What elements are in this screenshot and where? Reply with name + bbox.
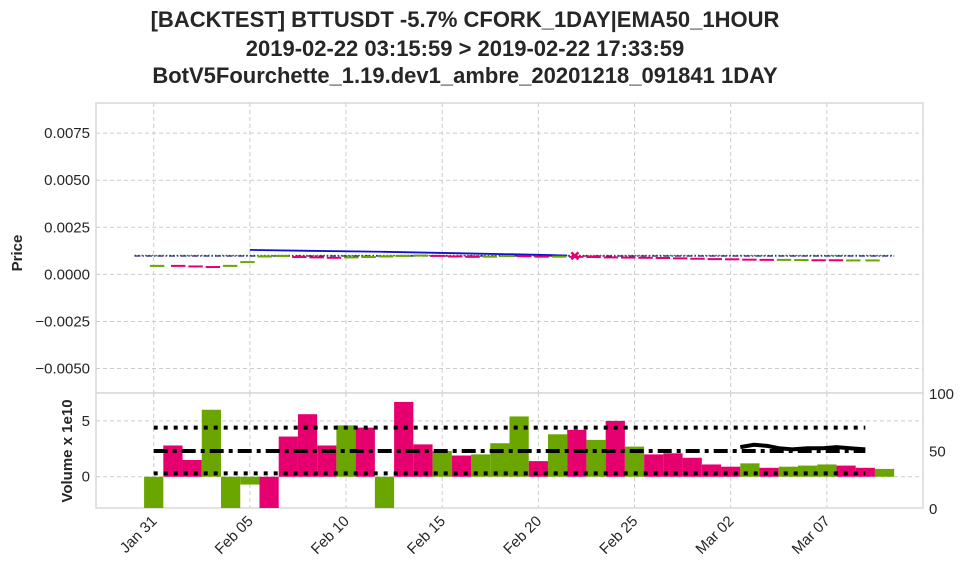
x-tick-label: Feb 20 (500, 513, 545, 558)
x-tick-label: Feb 15 (404, 513, 449, 558)
price-panel-frame (95, 102, 924, 394)
volume-bar-19 (509, 416, 529, 477)
volume-bar-22 (567, 429, 587, 477)
volume-right-tick-label: 0 (929, 501, 937, 518)
price-tick-label: −0.0025 (35, 313, 90, 330)
price-tick-label: 0.0050 (44, 172, 90, 189)
volume-bar-36 (836, 465, 856, 477)
x-tick-label: Feb 25 (596, 513, 641, 558)
volume-bar-6 (259, 476, 279, 508)
volume-right-tick-label: 50 (929, 444, 946, 461)
x-tick-label: Feb 05 (212, 513, 257, 558)
volume-tick-label: 0 (82, 469, 90, 486)
volume-bar-7 (278, 436, 298, 477)
price-axis-label: Price (9, 235, 26, 272)
volume-bar-11 (355, 427, 375, 477)
volume-bar-4 (221, 476, 241, 508)
volume-bar-9 (317, 445, 337, 477)
x-tick-label: Jan 31 (117, 513, 161, 557)
price-panel: 0.0075 0.0050 0.0025 0.0000 −0.0025 −0.0050 (35, 102, 924, 394)
volume-tick-label: 5 (82, 413, 90, 430)
volume-bar-17 (471, 454, 491, 477)
volume-bar-10 (336, 425, 356, 477)
price-tick-label: 0.0000 (44, 266, 90, 283)
x-axis: Jan 31 Feb 05 Feb 10 Feb 15 Feb 20 Feb 25 Mar … (117, 513, 834, 558)
volume-bar-27 (663, 453, 683, 477)
volume-bars (144, 401, 895, 508)
volume-bar-3 (201, 409, 222, 477)
volume-bar-35 (817, 464, 837, 477)
volume-bar-21 (547, 434, 568, 477)
chart-title-line-2: 2019-02-22 03:15:59 > 2019-02-22 17:33:5… (245, 36, 685, 61)
volume-bar-13 (394, 401, 414, 477)
price-tick-label: −0.0050 (35, 361, 90, 378)
volume-bar-8 (297, 414, 318, 477)
volume-bar-25 (624, 446, 645, 477)
volume-bar-38 (874, 468, 895, 477)
volume-right-tick-label: 100 (929, 386, 954, 403)
volume-bar-33 (778, 466, 798, 477)
x-tick-label: Mar 07 (789, 513, 834, 558)
volume-bar-1 (163, 445, 183, 477)
volume-bar-32 (759, 467, 779, 477)
price-tick-label: 0.0075 (44, 125, 90, 142)
volume-right-axis-line (739, 442, 866, 452)
x-tick-label: Feb 10 (308, 513, 353, 558)
price-tick-label: 0.0025 (44, 219, 90, 236)
x-tick-label: Mar 02 (692, 513, 737, 558)
volume-bar-5 (240, 476, 260, 485)
chart-title-line-1: [BACKTEST] BTTUSDT -5.7% CFORK_1DAY|EMA5… (150, 7, 780, 32)
price-trade-marker (570, 251, 580, 261)
volume-bar-26 (644, 454, 664, 477)
chart-title-line-3: BotV5Fourchette_1.19.dev1_ambre_20201218… (152, 63, 778, 88)
volume-bar-15 (432, 451, 452, 477)
volume-bar-0 (144, 476, 164, 508)
volume-bar-24 (605, 420, 625, 477)
volume-bar-12 (374, 476, 395, 508)
volume-bar-20 (528, 461, 548, 477)
volume-bar-34 (797, 465, 818, 477)
price-ema-line (249, 249, 568, 257)
volume-bar-30 (721, 466, 741, 477)
volume-bar-23 (586, 439, 606, 477)
volume-axis-label: Volume x 1e10 (59, 399, 76, 502)
